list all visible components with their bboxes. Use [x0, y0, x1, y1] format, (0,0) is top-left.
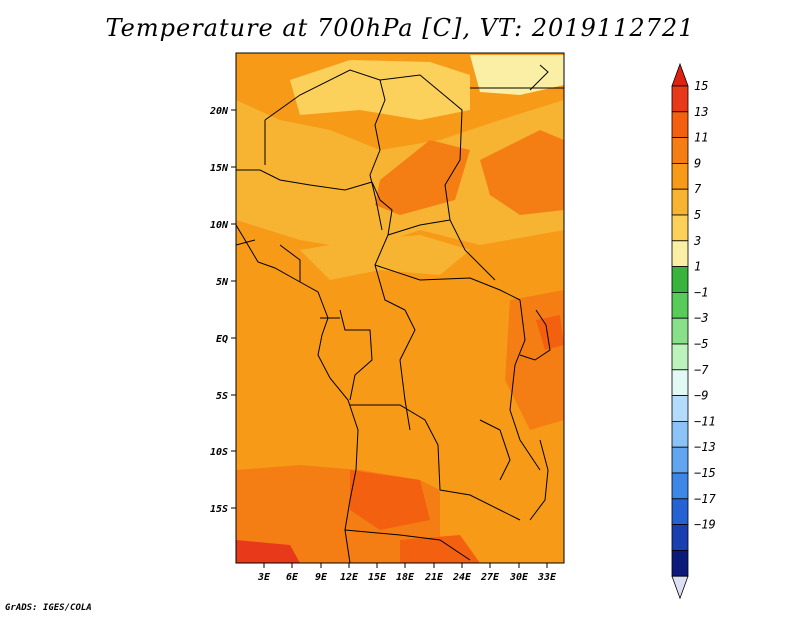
colorbar-label: −19 — [694, 518, 716, 532]
colorbar-label: −11 — [694, 414, 716, 428]
lon-label-9e: 9E — [315, 572, 328, 583]
colorbar-min-arrow — [671, 575, 689, 600]
lat-label-20n: 20N — [209, 106, 229, 117]
chart-title: Temperature at 700hPa [C], VT: 201911272… — [105, 14, 695, 42]
colorbar-max-arrow — [671, 62, 689, 87]
lon-label-27e: 27E — [480, 572, 500, 583]
colorbar-swatch — [671, 498, 689, 525]
colorbar-label: −3 — [694, 311, 708, 325]
lon-label-33e: 33E — [537, 572, 557, 583]
colorbar-swatch — [671, 395, 689, 422]
colorbar-label: 3 — [693, 234, 701, 248]
colorbar-label: −1 — [694, 285, 708, 299]
colorbar-label: 13 — [694, 105, 708, 119]
colorbar-swatch — [671, 524, 689, 551]
colorbar-swatch — [671, 420, 689, 448]
lon-label-15e: 15E — [368, 572, 387, 583]
colorbar: 15 13 11 9 7 5 3 1 −1 −3 −5 −7 −9 −11 −13 −15 −17 −19 — [671, 62, 716, 600]
colorbar-label: 9 — [694, 156, 701, 170]
colorbar-swatch — [671, 266, 689, 293]
lon-label-18e: 18E — [396, 572, 415, 583]
longitude-axis: 3E 6E 9E 12E 15E 18E 21E 24E 27E 30E 33E — [257, 563, 557, 583]
colorbar-label: 5 — [694, 208, 701, 222]
colorbar-swatch — [671, 369, 689, 396]
colorbar-swatch — [671, 214, 689, 242]
colorbar-label: 15 — [694, 79, 708, 93]
lat-label-15s: 15S — [210, 504, 228, 515]
lon-label-3e: 3E — [257, 572, 271, 583]
lat-label-5s: 5S — [216, 391, 228, 402]
lon-label-12e: 12E — [340, 572, 359, 583]
colorbar-label: −9 — [694, 389, 708, 403]
lat-label-10s: 10S — [210, 447, 228, 458]
colorbar-swatch — [671, 137, 689, 164]
colorbar-label: 7 — [694, 182, 702, 196]
colorbar-label: −13 — [694, 440, 716, 454]
lon-label-24e: 24E — [452, 572, 472, 583]
lon-label-21e: 21E — [424, 572, 444, 583]
colorbar-label: −5 — [694, 337, 708, 351]
colorbar-swatch — [671, 188, 689, 216]
country-borders — [236, 64, 564, 563]
grads-credit: GrADS: IGES/COLA — [5, 603, 92, 613]
lon-label-30e: 30E — [509, 572, 529, 583]
colorbar-swatch — [671, 317, 689, 345]
lon-label-6e: 6E — [286, 572, 299, 583]
colorbar-swatch — [671, 446, 689, 474]
lat-label-eq: EQ — [216, 334, 228, 345]
colorbar-swatch — [671, 85, 689, 113]
map-frame — [235, 52, 565, 564]
colorbar-swatch — [671, 343, 689, 371]
lat-label-5n: 5N — [216, 277, 229, 288]
latitude-axis: 20N 15N 10N 5N EQ 5S 10S 15S — [209, 106, 236, 515]
colorbar-swatch — [671, 550, 689, 577]
colorbar-swatch — [671, 111, 689, 139]
colorbar-swatch — [671, 291, 689, 319]
colorbar-label: −15 — [694, 466, 716, 480]
colorbar-label: 11 — [694, 131, 708, 145]
colorbar-label: −7 — [694, 363, 709, 377]
colorbar-swatch — [671, 240, 689, 268]
colorbar-swatch — [671, 472, 689, 500]
colorbar-swatch — [671, 162, 689, 190]
colorbar-label: 1 — [694, 260, 701, 274]
colorbar-label: −17 — [694, 492, 716, 506]
lat-label-10n: 10N — [210, 220, 229, 231]
lat-label-15n: 15N — [210, 163, 229, 174]
